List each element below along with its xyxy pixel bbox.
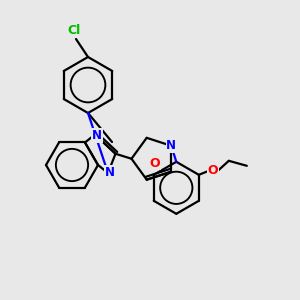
Text: N: N: [166, 139, 176, 152]
Text: N: N: [92, 129, 102, 142]
Text: O: O: [150, 157, 160, 170]
Text: O: O: [208, 164, 218, 177]
Text: Cl: Cl: [68, 25, 81, 38]
Text: N: N: [105, 166, 115, 178]
